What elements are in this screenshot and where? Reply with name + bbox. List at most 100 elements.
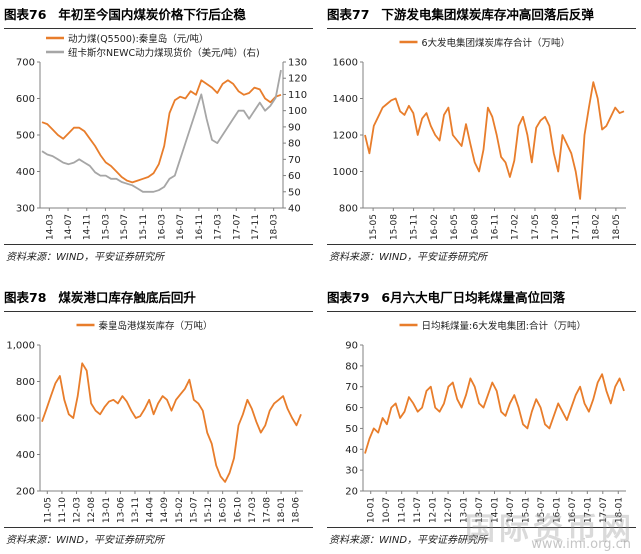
chart-title: 年初至今国内煤炭价格下行后企稳 (58, 7, 246, 22)
y-tick-label: 200 (16, 487, 35, 498)
x-tick-label: 17-01 (583, 497, 593, 523)
series-line (41, 79, 282, 184)
x-tick-label: 15-08 (389, 214, 399, 240)
y2-tick-label: 40 (288, 204, 301, 215)
x-tick-label: 14-11 (83, 214, 93, 240)
x-tick-label: 14-03 (45, 214, 55, 240)
x-tick-label: 18-05 (612, 214, 622, 240)
y-tick-label: 1,000 (6, 341, 35, 352)
x-tick-label: 14-01 (491, 497, 501, 523)
y-tick-label: 600 (16, 94, 35, 105)
series-line (41, 362, 302, 483)
x-tick-label: 18-02 (592, 214, 602, 240)
x-tick-label: 18-06 (292, 497, 302, 523)
panel-title: 图表77 下游发电集团煤炭库存冲高回落后反弹 (327, 4, 594, 26)
chart-svg: 800 1000 1200 1400 1600 15-05 15-08 15-11 16-02 1… (333, 37, 626, 240)
x-tick-label: 17-07 (599, 497, 609, 523)
y-tick-label: 500 (16, 131, 35, 142)
panel-title: 图表79 6月六大电厂日均耗煤量高位回落 (327, 287, 565, 309)
x-tick-label: 10-01 (367, 497, 377, 523)
x-tick-label: 16-03 (158, 214, 168, 240)
y-tick-label: 1600 (333, 58, 358, 69)
y2-tick-label: 60 (288, 171, 301, 182)
legend-label: 纽卡斯尔NEWC动力煤现货价（美元/吨）(右) (68, 47, 260, 59)
chart-title: 煤炭港口库存触底后回升 (58, 290, 196, 305)
x-tick-label: 17-05 (531, 214, 541, 240)
x-tick-label: 12-08 (87, 497, 97, 523)
y-tick-label: 90 (345, 341, 358, 352)
x-tick-label: 11-05 (43, 497, 53, 523)
legend-label: 日均耗煤量:6大发电集团:合计（万吨） (422, 320, 586, 332)
panel-title: 图表76 年初至今国内煤炭价格下行后企稳 (4, 4, 246, 26)
chart-svg: 20 30 40 50 60 70 80 90 10-01 10-07 11-01 11-07 12-0… (345, 320, 626, 523)
x-tick-label: 14-07 (506, 497, 516, 523)
source-note: 资料来源：WIND，平安证券研究所 (6, 252, 165, 263)
y-tick-label: 1200 (333, 131, 358, 142)
y2-tick-label: 130 (288, 58, 307, 69)
legend-label: 动力煤(Q5500):秦皇岛（元/吨） (68, 33, 208, 45)
figure-number: 图表79 (327, 290, 370, 305)
source-rule (4, 244, 313, 245)
x-tick-label: 18-01 (277, 497, 287, 523)
x-tick-label: 15-01 (521, 497, 531, 523)
x-tick-label: 15-11 (410, 214, 420, 240)
x-tick-label: 12-03 (73, 497, 83, 523)
series-line (41, 69, 282, 193)
y-tick-label: 20 (345, 487, 358, 498)
source-rule (4, 527, 313, 528)
y-tick-label: 80 (345, 361, 358, 372)
x-tick-label: 11-07 (413, 497, 423, 523)
x-tick-label: 13-06 (116, 497, 126, 523)
x-tick-label: 18-03 (270, 214, 280, 240)
x-tick-label: 17-08 (262, 497, 272, 523)
x-tick-label: 17-11 (571, 214, 581, 240)
y-tick-label: 400 (16, 450, 35, 461)
figure-number: 图表76 (4, 7, 47, 22)
chart-panel-78: 图表78 煤炭港口库存触底后回升 200 400 600 800 1,000 11-05 11… (4, 287, 313, 549)
x-tick-label: 16-05 (219, 497, 229, 523)
x-tick-label: 15-07 (537, 497, 547, 523)
x-tick-label: 14-04 (146, 497, 156, 523)
x-tick-label: 18-01 (614, 497, 624, 523)
chart-title: 6月六大电厂日均耗煤量高位回落 (381, 290, 566, 305)
y2-tick-label: 70 (288, 155, 301, 166)
x-tick-label: 13-01 (102, 497, 112, 523)
y-tick-label: 700 (16, 58, 35, 69)
x-tick-label: 17-03 (248, 497, 258, 523)
x-tick-label: 12-07 (444, 497, 454, 523)
watermark-url: www.imi.org.cn (531, 537, 631, 552)
x-tick-label: 16-11 (491, 214, 501, 240)
x-tick-label: 15-07 (189, 497, 199, 523)
source-rule (327, 527, 636, 528)
y2-tick-label: 50 (288, 187, 301, 198)
x-tick-label: 16-07 (568, 497, 578, 523)
x-tick-label: 15-12 (204, 497, 214, 523)
chart-svg: 300 400 500 600 700 40 50 60 70 80 90 100 110 120 130 1… (16, 33, 307, 240)
y-tick-label: 600 (16, 414, 35, 425)
x-tick-label: 15-02 (175, 497, 185, 523)
watermark-logo: 国际资币网 (465, 512, 635, 547)
y2-tick-label: 120 (288, 74, 307, 85)
title-rule (4, 28, 313, 29)
y-tick-label: 300 (16, 204, 35, 215)
x-tick-label: 16-01 (552, 497, 562, 523)
source-rule (327, 244, 636, 245)
legend-label: 秦皇岛港煤炭库存（万吨） (99, 320, 213, 332)
figure-number: 图表78 (4, 290, 47, 305)
chart-svg: 200 400 600 800 1,000 11-05 11-10 12-03 12-08 13-… (6, 320, 303, 523)
x-tick-label: 17-11 (251, 214, 261, 240)
source-note: 资料来源：WIND，平安证券研究所 (329, 535, 488, 546)
x-tick-label: 16-05 (450, 214, 460, 240)
y-tick-label: 40 (345, 445, 358, 456)
y-tick-label: 400 (16, 167, 35, 178)
x-tick-label: 14-07 (64, 214, 74, 240)
y-tick-label: 1400 (333, 94, 358, 105)
y-tick-label: 30 (345, 466, 358, 477)
x-tick-label: 13-11 (131, 497, 141, 523)
x-tick-label: 17-07 (232, 214, 242, 240)
x-tick-label: 11-01 (398, 497, 408, 523)
source-note: 资料来源：WIND，平安证券研究所 (6, 535, 165, 546)
chart-panel-77: 图表77 下游发电集团煤炭库存冲高回落后反弹 800 1000 1200 1400 160… (327, 4, 636, 266)
x-tick-label: 17-02 (511, 214, 521, 240)
x-tick-label: 14-09 (160, 497, 170, 523)
